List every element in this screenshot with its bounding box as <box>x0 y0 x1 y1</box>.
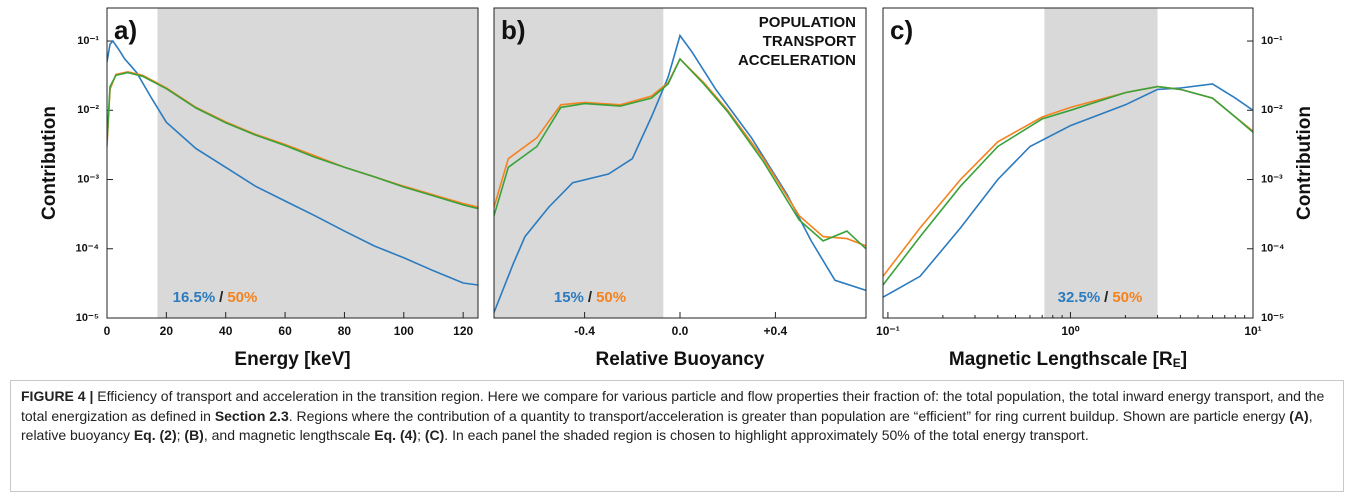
annotation-separator: / <box>219 289 224 306</box>
caption-segment: . Regions where the contribution of a qu… <box>288 407 1290 424</box>
caption-segment: , and magnetic lengthscale <box>203 427 375 444</box>
y-tick-label: 10⁻⁵ <box>1261 312 1284 324</box>
x-tick-label: 0.0 <box>672 324 689 338</box>
annotation: 16.5%/50% <box>173 289 258 306</box>
x-tick-label: 80 <box>338 324 352 338</box>
annotation-transport: 50% <box>1112 289 1142 306</box>
y-tick-label: 10⁻¹ <box>1261 35 1283 47</box>
annotation-population: 15% <box>554 289 584 306</box>
legend-entry: POPULATION <box>759 14 856 31</box>
legend-entry: ACCELERATION <box>738 52 856 69</box>
annotation-transport: 50% <box>596 289 626 306</box>
series-line <box>107 71 478 210</box>
x-tick-label: 40 <box>219 324 233 338</box>
series-line <box>883 83 1253 298</box>
y-tick-label: 10⁻⁴ <box>1261 243 1284 255</box>
x-tick-label: -0.4 <box>574 324 595 338</box>
caption-segment: (C) <box>424 427 445 444</box>
x-tick-label: 60 <box>278 324 292 338</box>
x-tick-label: 10⁰ <box>1061 324 1079 338</box>
x-axis-label: Relative Buoyancy <box>596 349 765 370</box>
x-axis-label: Energy [keV] <box>234 349 350 370</box>
y-tick-label: 10⁻⁴ <box>76 243 99 255</box>
y-axis-label: Contribution <box>39 106 60 220</box>
annotation-transport: 50% <box>227 289 257 306</box>
shaded-region <box>157 8 478 318</box>
x-tick-label: 10¹ <box>1244 324 1261 338</box>
x-tick-label: 100 <box>394 324 414 338</box>
annotation: 15%/50% <box>554 289 626 306</box>
caption-segment: FIGURE 4 | <box>21 388 94 404</box>
x-axis-label-part: ] <box>1181 349 1187 370</box>
annotation: 32.5%/50% <box>1058 289 1143 306</box>
series-line <box>494 57 866 250</box>
caption: FIGURE 4 | Efficiency of transport and a… <box>10 380 1344 492</box>
chart-panels: 0 20 40 60 80 100 120 10⁻¹ 10⁻² 10⁻³ 10⁻⁴ 10⁻⁵ a) Ene… <box>39 7 1315 370</box>
annotation-population: 32.5% <box>1058 289 1101 306</box>
annotation-population: 16.5% <box>173 289 216 306</box>
caption-segment: ; <box>417 427 425 444</box>
legend-entry: TRANSPORT <box>763 33 856 50</box>
caption-segment: Efficiency of transport and acceleration… <box>21 388 1325 424</box>
series-line <box>883 85 1253 286</box>
x-axis-label-part: E <box>1173 356 1181 370</box>
y-tick-label: 10⁻³ <box>77 173 99 185</box>
x-tick-label: +0.4 <box>764 324 788 338</box>
annotation-separator: / <box>588 289 593 306</box>
series-line <box>107 39 478 286</box>
annotation-separator: / <box>1104 289 1109 306</box>
caption-segment: Eq. (2) <box>133 427 177 444</box>
y-tick-label: 10⁻² <box>77 104 99 116</box>
caption-segment: , relative buoyancy <box>21 407 1313 444</box>
y-tick-label: 10⁻² <box>1261 104 1283 116</box>
caption-segment: (A) <box>1289 407 1309 424</box>
y-tick-label: 10⁻⁵ <box>76 312 99 324</box>
caption-segment: Section 2.3 <box>214 407 289 424</box>
x-tick-label: 20 <box>160 324 174 338</box>
y-tick-label: 10⁻³ <box>1261 173 1283 185</box>
panel-label: b) <box>501 15 526 45</box>
y-tick-label: 10⁻¹ <box>77 35 99 47</box>
caption-segment: (B) <box>184 427 204 444</box>
plot-frame <box>106 7 479 319</box>
shaded-region <box>494 8 664 318</box>
caption-segment: . In each panel the shaded region is cho… <box>444 427 1089 444</box>
caption-segment: ; <box>176 427 185 444</box>
plot-frame <box>882 7 1254 319</box>
panel-label: c) <box>890 15 913 45</box>
x-tick-label: 10⁻¹ <box>876 324 900 338</box>
x-tick-label: 120 <box>453 324 473 338</box>
panel-label: a) <box>114 15 137 45</box>
x-axis-label: Magnetic Lengthscale [RE] <box>949 349 1187 370</box>
x-tick-label: 0 <box>104 324 111 338</box>
y-axis-label: Contribution <box>1294 106 1315 220</box>
plot-frame <box>493 7 867 319</box>
caption-segment: Eq. (4) <box>374 427 418 444</box>
x-axis-label-part: Magnetic Lengthscale [R <box>949 349 1173 370</box>
shaded-region <box>1044 8 1158 318</box>
